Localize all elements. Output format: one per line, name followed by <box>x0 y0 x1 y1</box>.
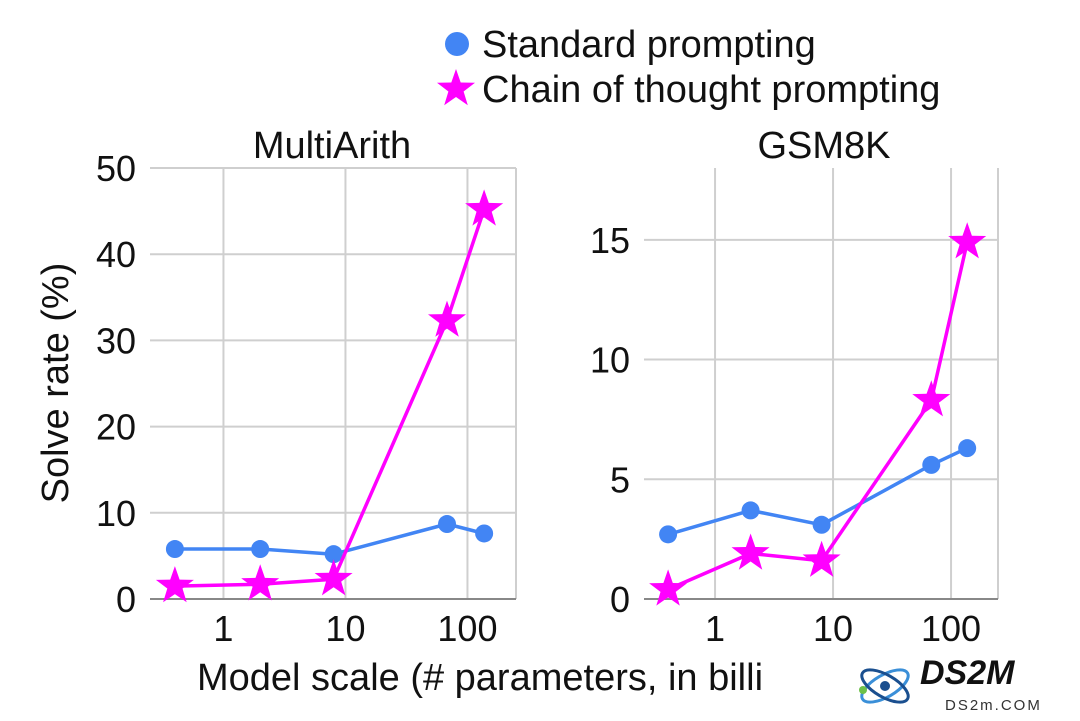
legend-marker-standard <box>445 32 469 56</box>
cot-series-line <box>174 208 486 588</box>
panel-title-multiarith: MultiArith <box>253 125 411 167</box>
y-tick-label: 10 <box>96 493 136 534</box>
standard-data-point <box>659 525 678 544</box>
series-gsm8k <box>649 222 987 606</box>
x-tick-label: 100 <box>437 608 497 649</box>
standard-data-point <box>741 501 760 520</box>
y-tick-label: 30 <box>96 320 136 361</box>
legend-label-cot: Chain of thought prompting <box>482 69 940 111</box>
x-tick-label: 10 <box>813 608 853 649</box>
y-tick-label: 20 <box>96 407 136 448</box>
watermark-sub: DS2m.COM <box>945 697 1042 714</box>
standard-data-point <box>438 515 457 534</box>
standard-data-point <box>251 540 270 559</box>
standard-data-point <box>165 540 184 559</box>
cot-data-point <box>802 540 841 577</box>
panel-multiarith: MultiArith 1 10 100 0 10 20 30 40 50 <box>96 125 517 649</box>
y-tick-label: 40 <box>96 234 136 275</box>
y-tick-label: 0 <box>610 579 630 620</box>
cot-series-line <box>667 241 969 592</box>
cot-data-point <box>731 533 770 570</box>
y-tick-label: 15 <box>590 220 630 261</box>
y-tick-label: 50 <box>96 148 136 189</box>
watermark-main: DS2M <box>920 654 1015 692</box>
ticks-gsm8k: 1 10 100 0 5 10 15 <box>590 220 981 649</box>
x-axis-label: Model scale (# parameters, in billi <box>197 657 763 699</box>
cot-data-point <box>465 189 504 226</box>
cot-data-point <box>912 380 951 417</box>
x-tick-label: 1 <box>705 608 725 649</box>
y-tick-label: 5 <box>610 459 630 500</box>
atom-icon <box>859 668 910 704</box>
y-tick-label: 10 <box>590 340 630 381</box>
standard-data-point <box>958 439 977 458</box>
legend: Standard prompting Chain of thought prom… <box>437 24 940 111</box>
standard-data-point <box>324 545 343 564</box>
x-tick-label: 1 <box>213 608 233 649</box>
standard-data-point <box>922 455 941 474</box>
cot-data-point <box>314 559 353 596</box>
legend-marker-cot <box>437 69 475 106</box>
standard-data-point <box>812 515 831 534</box>
panel-gsm8k: GSM8K 1 10 100 0 5 10 15 <box>590 125 999 649</box>
ticks-multiarith: 1 10 100 0 10 20 30 40 50 <box>96 148 498 649</box>
cot-data-point <box>241 564 280 601</box>
legend-label-standard: Standard prompting <box>482 24 816 66</box>
cot-data-point <box>155 566 194 603</box>
x-tick-label: 100 <box>921 608 981 649</box>
cot-data-point <box>649 569 688 606</box>
grid-multiarith <box>150 167 517 600</box>
series-multiarith <box>155 189 504 603</box>
cot-data-point <box>428 300 466 337</box>
grid-gsm8k <box>644 168 999 600</box>
panel-title-gsm8k: GSM8K <box>757 125 890 167</box>
x-tick-label: 10 <box>325 608 365 649</box>
cot-data-point <box>948 222 987 259</box>
watermark: DS2M DS2m.COM <box>859 654 1042 714</box>
y-tick-label: 0 <box>116 579 136 620</box>
y-axis-label: Solve rate (%) <box>35 263 77 504</box>
standard-data-point <box>475 524 494 543</box>
